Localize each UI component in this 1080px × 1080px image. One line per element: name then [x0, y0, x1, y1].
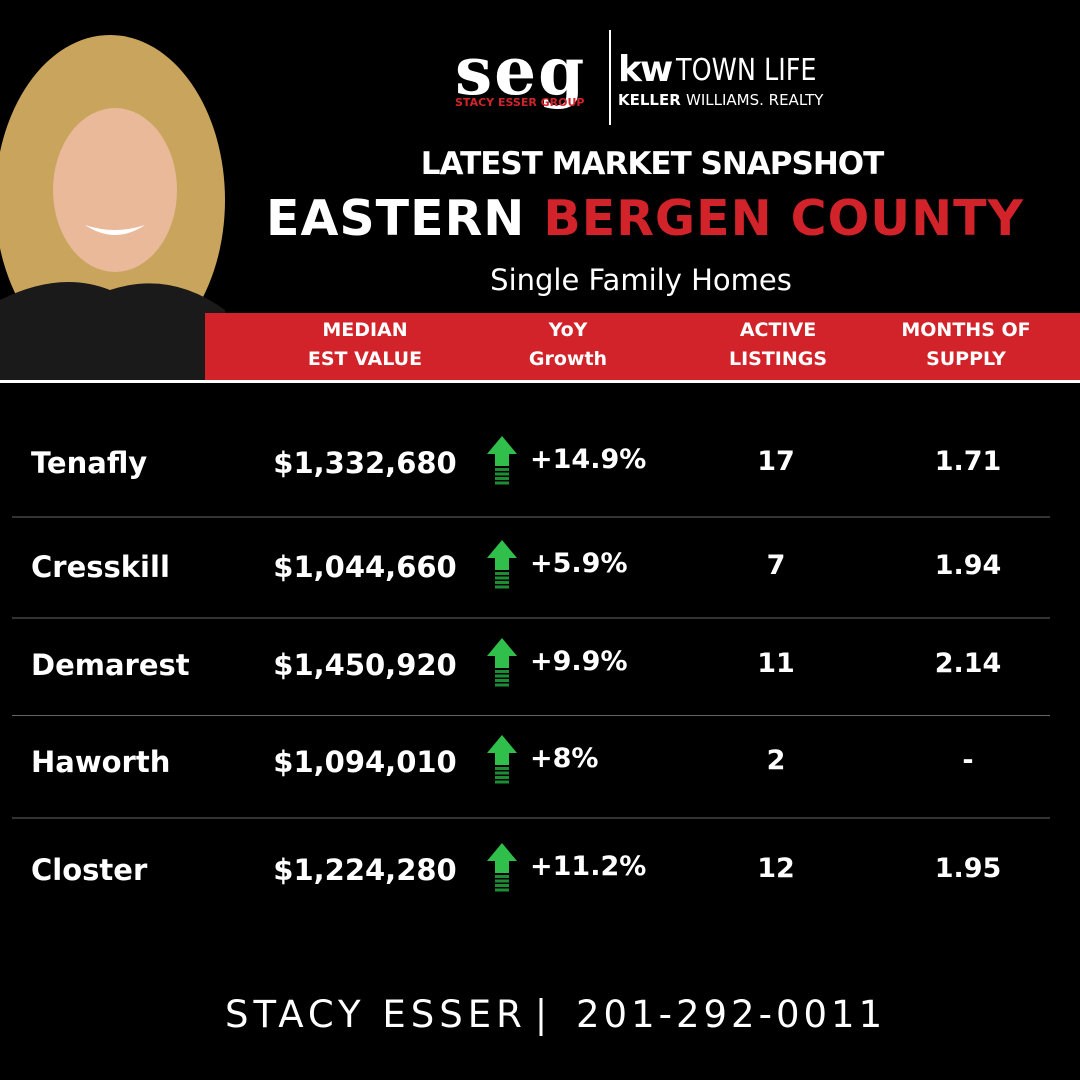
town-name: Tenafly: [31, 446, 148, 480]
yoy-growth: +8%: [530, 743, 599, 774]
town-name: Haworth: [31, 745, 171, 779]
yoy-growth: +11.2%: [530, 851, 647, 882]
column-header: ACTIVE: [739, 319, 817, 341]
arrow-stripe: [495, 884, 509, 887]
median-value: $1,094,010: [273, 745, 457, 779]
footer-phone: 201-292-0011: [576, 993, 887, 1036]
header-band: [205, 313, 1080, 380]
arrow-stripe: [495, 585, 509, 589]
arrow-stripe: [495, 888, 509, 892]
growth-arrow: [487, 638, 517, 668]
main-title: EASTERN BERGEN COUNTY: [266, 190, 1024, 247]
growth-arrow: [487, 843, 517, 873]
growth-arrow: [487, 540, 517, 570]
column-header: EST VALUE: [307, 348, 423, 370]
arrow-stripe: [495, 767, 509, 770]
arrow-stripe: [495, 481, 509, 485]
arrow-stripe: [495, 477, 509, 480]
header-rule: [0, 380, 1080, 383]
logo-seg: seg: [455, 32, 587, 110]
active-listings: 7: [766, 550, 786, 581]
logo-keller: KELLER: [618, 91, 681, 109]
median-value: $1,450,920: [273, 648, 457, 682]
months-supply: -: [962, 745, 974, 776]
median-value: $1,224,280: [273, 853, 457, 887]
active-listings: 17: [757, 446, 795, 477]
column-header: MEDIAN: [322, 319, 408, 341]
town-name: Demarest: [31, 648, 190, 682]
yoy-growth: +14.9%: [530, 444, 647, 475]
logo-kw: kw: [618, 49, 673, 90]
subtitle: Single Family Homes: [490, 263, 792, 297]
median-value: $1,044,660: [273, 550, 457, 584]
logo-seg-sub: STACY ESSER GROUP: [455, 96, 585, 109]
arrow-stripe: [495, 879, 509, 883]
footer-name: STACY ESSER: [225, 993, 527, 1036]
growth-arrow: [487, 436, 517, 466]
arrow-stripe: [495, 581, 509, 584]
arrow-stripe: [495, 468, 509, 471]
months-supply: 1.71: [934, 446, 1002, 477]
column-header: SUPPLY: [926, 348, 1006, 370]
yoy-growth: +9.9%: [530, 646, 628, 677]
column-header: YoY: [548, 319, 588, 341]
main-red: BERGEN COUNTY: [543, 190, 1025, 247]
arrow-stripe: [495, 670, 509, 673]
active-listings: 11: [757, 648, 795, 679]
column-header: Growth: [528, 348, 608, 370]
months-supply: 1.95: [934, 853, 1002, 884]
logo-williams: WILLIAMS. REALTY: [686, 91, 824, 109]
growth-arrow: [487, 735, 517, 765]
months-supply: 1.94: [934, 550, 1002, 581]
column-header: MONTHS OF: [901, 319, 1031, 341]
portrait: [0, 35, 230, 380]
town-name: Cresskill: [31, 550, 170, 584]
arrow-stripe: [495, 875, 509, 878]
active-listings: 2: [766, 745, 786, 776]
yoy-growth: +5.9%: [530, 548, 628, 579]
months-supply: 2.14: [934, 648, 1002, 679]
column-header: LISTINGS: [728, 348, 828, 370]
median-value: $1,332,680: [273, 446, 457, 480]
town-name: Closter: [31, 853, 148, 887]
arrow-stripe: [495, 771, 509, 775]
kicker: LATEST MARKET SNAPSHOT: [420, 146, 885, 182]
arrow-stripe: [495, 472, 509, 476]
logo-town: TOWN LIFE: [676, 53, 817, 88]
arrow-stripe: [495, 780, 509, 784]
arrow-stripe: [495, 679, 509, 682]
arrow-stripe: [495, 683, 509, 687]
arrow-stripe: [495, 776, 509, 779]
main-white: EASTERN: [265, 190, 526, 247]
arrow-stripe: [495, 576, 509, 580]
active-listings: 12: [757, 853, 795, 884]
arrow-stripe: [495, 572, 509, 575]
arrow-stripe: [495, 674, 509, 678]
